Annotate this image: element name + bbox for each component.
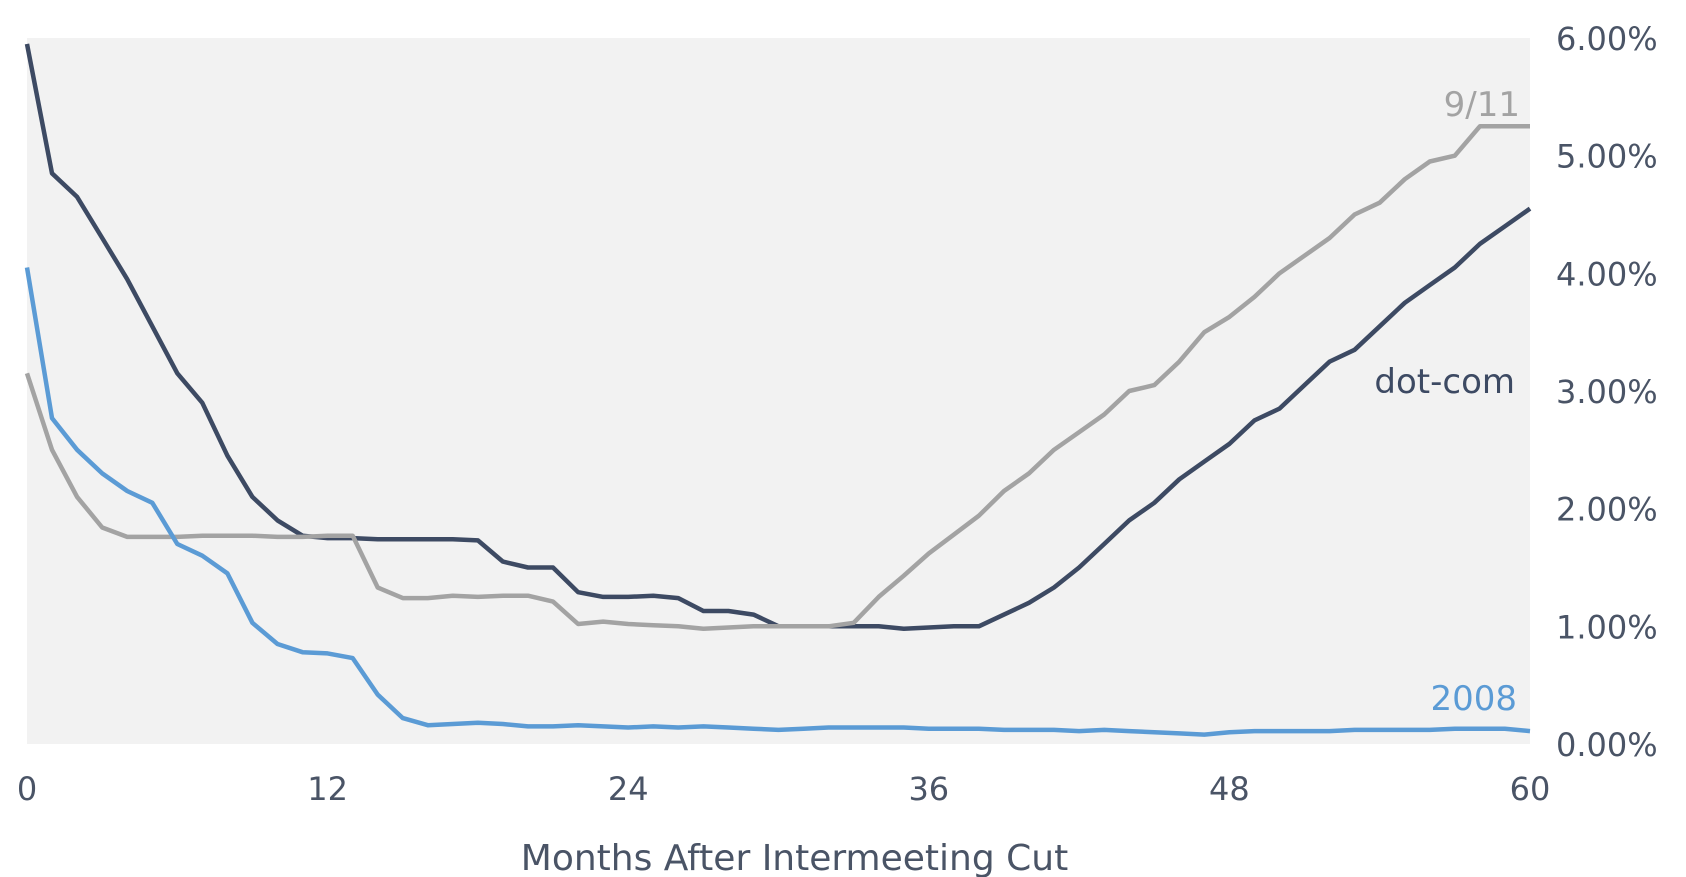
y-tick-label: 0.00% bbox=[1556, 726, 1658, 764]
x-tick-label: 12 bbox=[307, 770, 348, 808]
x-tick-label: 24 bbox=[608, 770, 649, 808]
series-line-2 bbox=[24, 267, 1531, 737]
y-tick-label: 1.00% bbox=[1556, 608, 1658, 646]
y-tick-label: 2.00% bbox=[1556, 491, 1658, 529]
x-axis-tick-labels: 0 12 24 36 48 60 bbox=[17, 770, 1551, 808]
series-label-0: dot-com bbox=[1374, 362, 1515, 402]
x-axis-title: Months After Intermeeting Cut bbox=[521, 838, 1068, 877]
series-layer bbox=[24, 43, 1532, 737]
y-tick-label: 4.00% bbox=[1556, 255, 1658, 293]
y-tick-label: 3.00% bbox=[1556, 373, 1658, 411]
series-labels: dot-com 9/11 2008 bbox=[1374, 85, 1520, 719]
series-label-2: 2008 bbox=[1430, 679, 1517, 719]
series-line-1 bbox=[24, 124, 1530, 631]
y-tick-label: 6.00% bbox=[1556, 20, 1658, 58]
y-tick-label: 5.00% bbox=[1556, 138, 1658, 176]
x-tick-label: 36 bbox=[908, 770, 949, 808]
x-tick-label: 0 bbox=[17, 770, 37, 808]
x-tick-label: 48 bbox=[1209, 770, 1250, 808]
plot-area-background bbox=[27, 38, 1530, 744]
y-axis-tick-labels: 0.00% 1.00% 2.00% 3.00% 4.00% 5.00% 6.00% bbox=[1556, 20, 1658, 764]
x-tick-label: 60 bbox=[1510, 770, 1551, 808]
series-label-1: 9/11 bbox=[1444, 85, 1520, 125]
